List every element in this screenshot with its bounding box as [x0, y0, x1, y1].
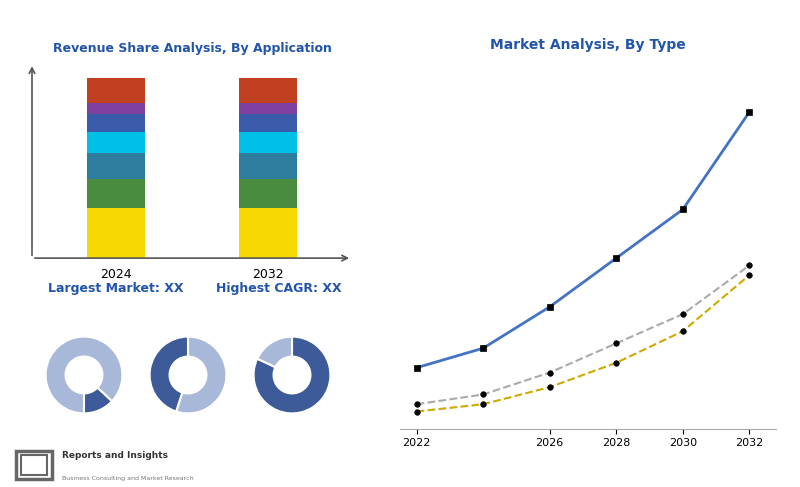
Wedge shape [150, 337, 188, 412]
Title: Market Analysis, By Type: Market Analysis, By Type [490, 38, 686, 53]
Text: Highest CAGR: XX: Highest CAGR: XX [216, 282, 342, 296]
Bar [87, 153, 145, 179]
Bar [15, 451, 53, 479]
Wedge shape [176, 337, 226, 413]
Wedge shape [258, 337, 292, 367]
Bar [87, 179, 145, 207]
Bar [239, 153, 297, 179]
Bar [239, 78, 297, 103]
Bar [239, 207, 297, 258]
Bar [21, 455, 47, 475]
Bar [239, 132, 297, 153]
Wedge shape [46, 337, 122, 413]
Bar [87, 132, 145, 153]
Bar [87, 78, 145, 103]
Text: GLOBAL THUNDERBOLT CABLE MARKET SEGMENT ANALYSIS: GLOBAL THUNDERBOLT CABLE MARKET SEGMENT … [14, 18, 524, 33]
Wedge shape [84, 388, 112, 413]
Bar [239, 103, 297, 114]
Text: Largest Market: XX: Largest Market: XX [48, 282, 183, 296]
Text: Business Consulting and Market Research: Business Consulting and Market Research [62, 476, 194, 481]
Bar [87, 207, 145, 258]
Bar [239, 179, 297, 207]
Text: Reports and Insights: Reports and Insights [62, 451, 169, 460]
Title: Revenue Share Analysis, By Application: Revenue Share Analysis, By Application [53, 42, 331, 55]
Wedge shape [254, 337, 330, 413]
Bar [239, 114, 297, 132]
Bar [87, 114, 145, 132]
Bar [87, 103, 145, 114]
